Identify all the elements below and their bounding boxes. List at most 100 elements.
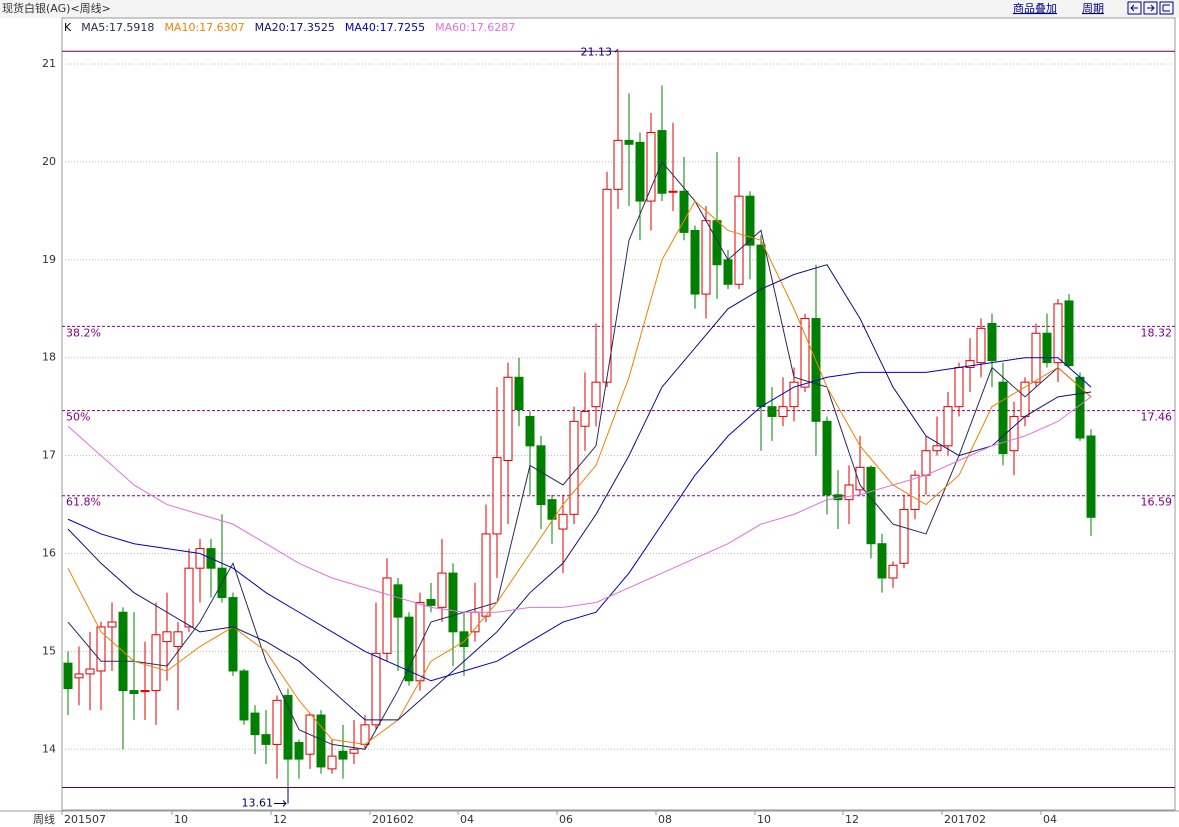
low-arrow: [274, 787, 289, 807]
y-tick-label: 15: [42, 644, 56, 657]
y-tick-label: 18: [42, 351, 56, 364]
candle-body: [481, 533, 491, 617]
candle-body: [393, 584, 403, 618]
candle-body: [811, 318, 821, 422]
candle-body: [624, 139, 634, 145]
candle-body: [1009, 415, 1019, 452]
candle-body: [1053, 303, 1063, 364]
y-tick-label: 21: [42, 57, 56, 70]
legend-k: K: [64, 21, 72, 34]
candle-body: [877, 543, 887, 579]
candle-body: [294, 741, 304, 760]
candle-body: [151, 634, 161, 692]
candle-body: [525, 415, 535, 447]
candle-body: [635, 141, 645, 202]
candle-body: [580, 411, 590, 427]
candle-body: [932, 445, 942, 452]
x-tick-label: 08: [658, 813, 672, 826]
y-tick-label: 17: [42, 449, 56, 462]
legend: K MA5:17.5918 MA10:17.6307 MA20:17.3525 MA40…: [64, 21, 515, 34]
candle-body: [492, 457, 502, 535]
overlay-button[interactable]: 商品叠加: [1013, 1, 1057, 15]
x-tick-label: 10: [757, 813, 771, 826]
candle-body: [382, 577, 392, 654]
candle-body: [63, 662, 73, 690]
candle-body: [789, 381, 799, 408]
candle-body: [734, 195, 744, 285]
candle-body: [140, 690, 150, 693]
candle-body: [1086, 435, 1096, 518]
candle-body: [74, 673, 84, 679]
candle-body: [921, 450, 931, 476]
y-tick-label: 19: [42, 253, 56, 266]
candle-body: [338, 750, 348, 760]
fib-label: 50%: [66, 411, 90, 424]
candle-body: [547, 499, 557, 520]
candle-body: [96, 626, 106, 672]
candle-body: [349, 748, 359, 754]
fib-value: 18.32: [1141, 326, 1173, 339]
candle-body: [448, 572, 458, 633]
y-tick-label: 20: [42, 155, 56, 168]
candle-body: [591, 381, 601, 408]
candle-body: [173, 631, 183, 648]
candle-body: [690, 229, 700, 295]
x-tick-label: 04: [1043, 813, 1057, 826]
candle-body: [943, 406, 953, 447]
candle-body: [85, 668, 95, 675]
candle-body: [679, 190, 689, 233]
low-annotation: 13.61: [242, 796, 274, 809]
fib-label: 38.2%: [66, 326, 101, 339]
x-tick-label: 06: [559, 813, 573, 826]
fib-label: 61.8%: [66, 496, 101, 509]
y-tick-label: 14: [42, 742, 56, 755]
candle-body: [778, 406, 788, 417]
fib-value: 17.46: [1141, 411, 1173, 424]
period-button[interactable]: 周期: [1082, 2, 1104, 15]
candle-body: [360, 724, 370, 745]
ma-line: [67, 200, 1092, 745]
candle-body: [613, 139, 623, 190]
candle-body: [976, 327, 986, 364]
candle-body: [723, 259, 733, 285]
candle-body: [371, 652, 381, 726]
candle-body: [712, 220, 722, 266]
candle-body: [668, 190, 678, 193]
candle-body: [250, 712, 260, 736]
candle-body: [272, 699, 282, 745]
candle-body: [646, 132, 656, 202]
candle-body: [239, 670, 249, 721]
candle-body: [756, 244, 766, 408]
nav-icons[interactable]: [1127, 1, 1174, 15]
candle-body: [1042, 332, 1052, 364]
candle-body: [899, 508, 909, 564]
x-tick-label: 10: [174, 813, 188, 826]
candle-body: [1064, 300, 1074, 367]
candle-body: [459, 631, 469, 648]
x-tick-label: 201507: [64, 813, 106, 826]
candle-body: [888, 564, 898, 579]
legend-entry: MA5:17.5918: [81, 21, 154, 34]
x-tick-label: 12: [273, 813, 287, 826]
candle-body: [844, 484, 854, 501]
candle-body: [822, 420, 832, 496]
ma-line: [67, 160, 1092, 750]
ma-line: [67, 264, 1092, 721]
x-axis-label: 周线: [33, 812, 55, 826]
ma-line: [67, 357, 1092, 682]
fib-value: 16.59: [1141, 496, 1173, 509]
high-arrow: [614, 48, 619, 53]
candle-body: [426, 599, 436, 606]
candle-body: [283, 694, 293, 760]
candle-body: [745, 195, 755, 246]
x-tick-label: 201702: [944, 813, 986, 826]
x-tick-label: 04: [460, 813, 474, 826]
legend-entry: MA10:17.6307: [164, 21, 244, 34]
chart-title: 现货白银(AG)<周线>: [2, 1, 111, 15]
candle-body: [437, 572, 447, 608]
candle-body: [800, 318, 810, 388]
ma-line: [67, 396, 1092, 613]
candle-body: [954, 366, 964, 408]
plot-frame: [61, 17, 1176, 811]
candle-body: [866, 466, 876, 545]
